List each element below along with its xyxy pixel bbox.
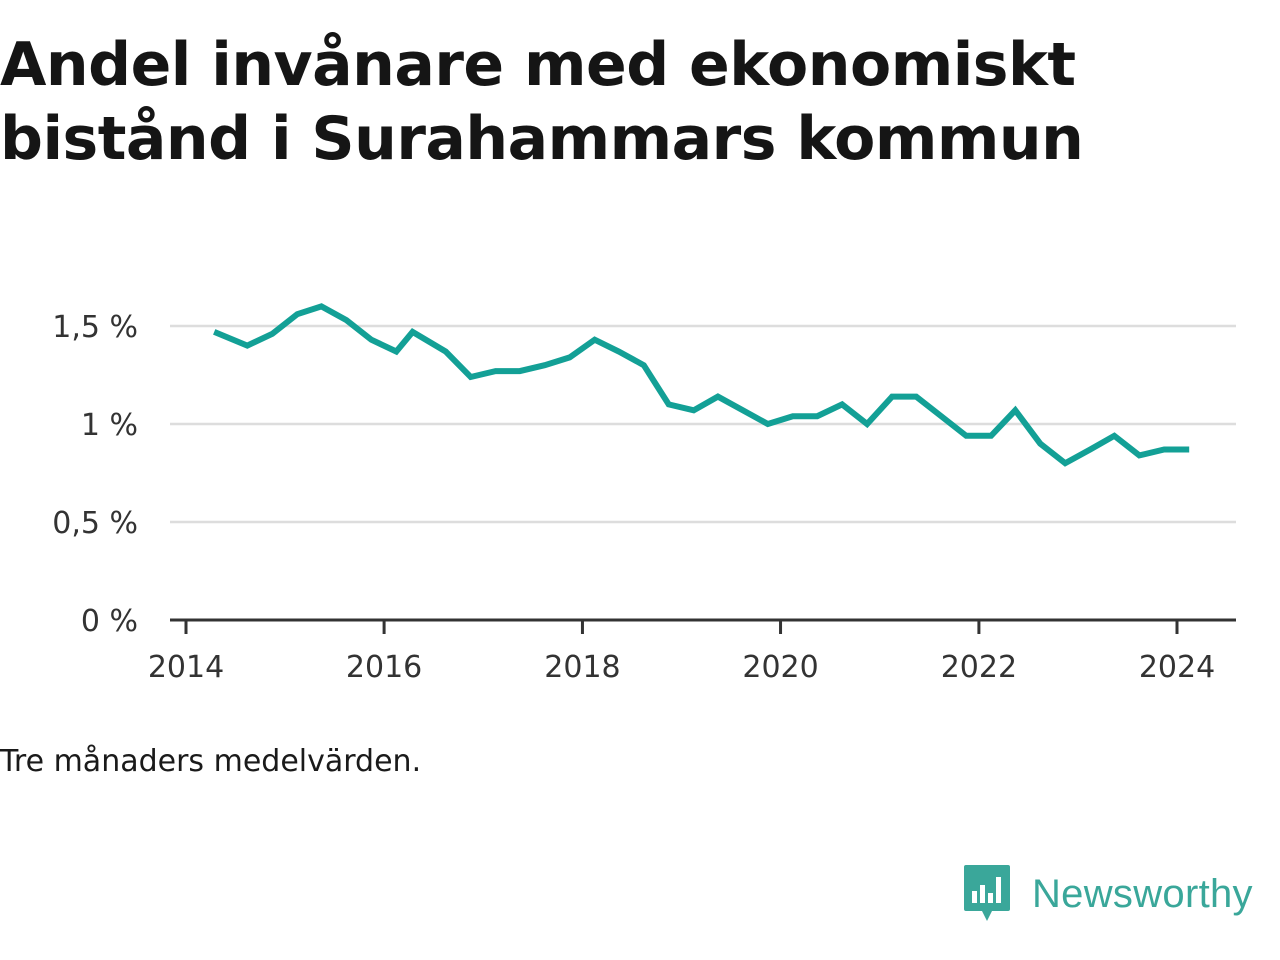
series-layer [213, 303, 1190, 467]
line-chart: 0 % 0,5 % 1 % 1,5 % 2014 2016 2018 2020 2022 202… [52, 303, 1236, 685]
grid-lines [170, 324, 1236, 524]
bar-chart-speech-bubble-icon [964, 865, 1010, 921]
chart-note: Tre månaders medelvärden. [0, 744, 422, 779]
chart-title: Andel invånare med ekonomiskt bistånd i … [0, 30, 1084, 174]
x-tick-label: 2022 [941, 650, 1017, 685]
brand-logo: Newsworthy [962, 862, 1253, 926]
y-axis-tick-labels: 0 % 0,5 % 1 % 1,5 % [52, 310, 138, 639]
x-tick-label: 2018 [544, 650, 620, 685]
x-tick-label: 2024 [1139, 650, 1215, 685]
x-tick-label: 2014 [148, 650, 224, 685]
y-tick-label: 0,5 % [52, 506, 138, 541]
series-line [213, 303, 1190, 467]
x-axis: 2014 2016 2018 2020 2022 2024 [148, 618, 1236, 685]
y-tick-label: 1 % [81, 408, 138, 443]
brand-name: Newsworthy [1032, 871, 1253, 916]
y-tick-label: 1,5 % [52, 310, 138, 345]
y-tick-label: 0 % [81, 604, 138, 639]
x-tick-label: 2020 [742, 650, 818, 685]
x-tick-label: 2016 [346, 650, 422, 685]
